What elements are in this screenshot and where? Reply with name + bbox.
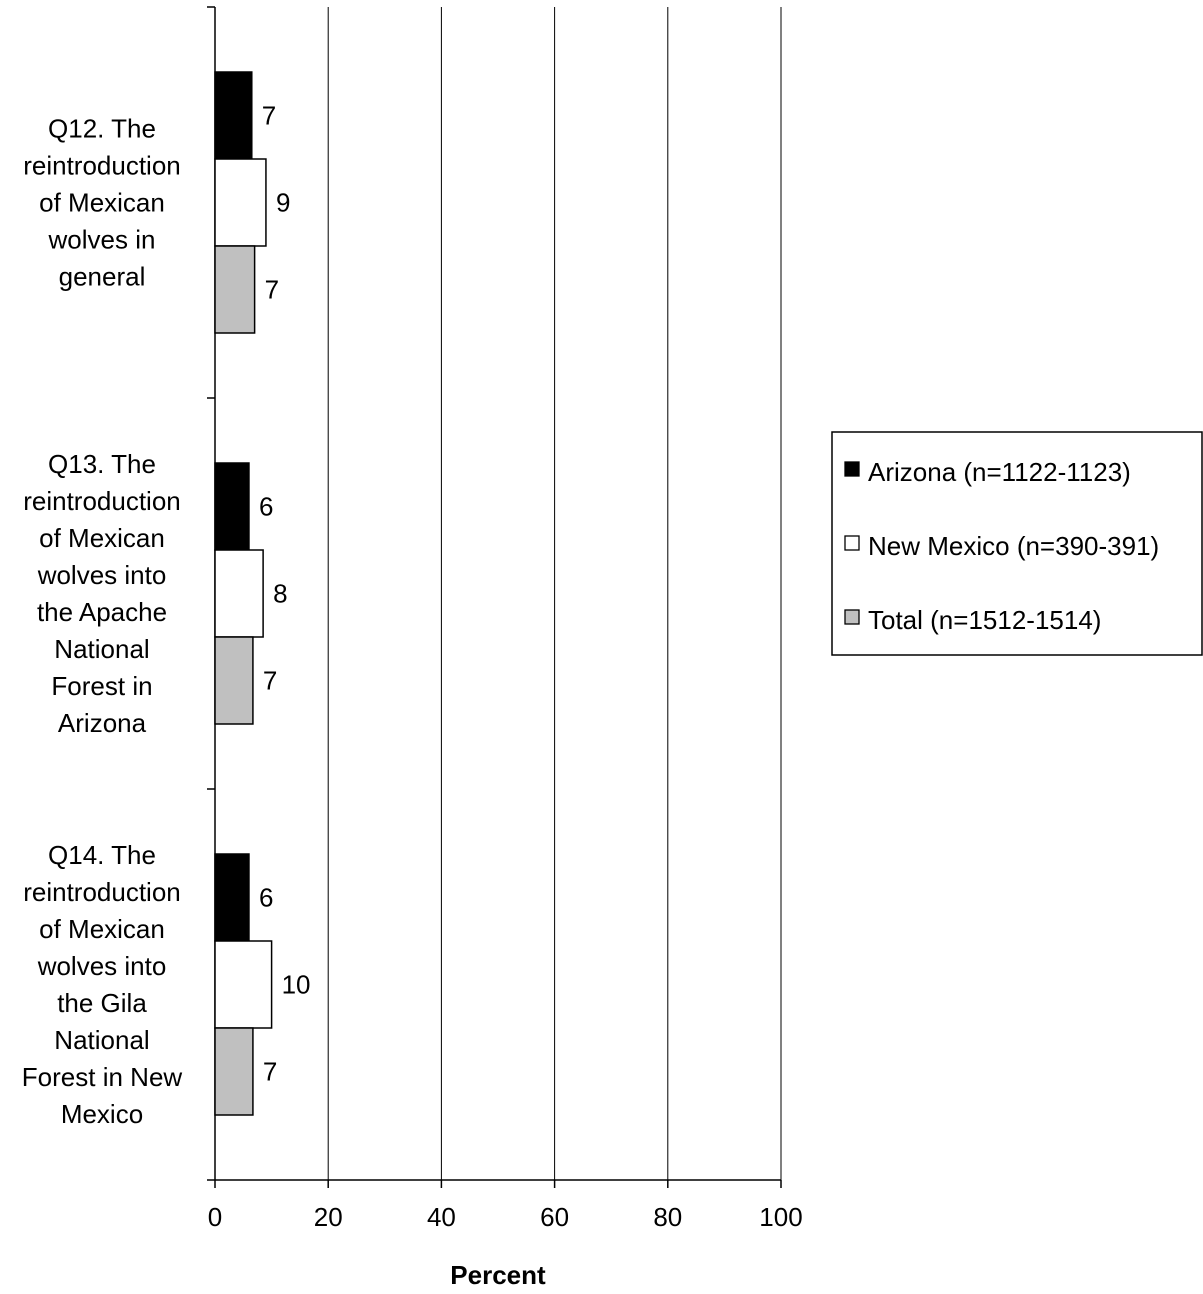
category-label-line: of Mexican bbox=[39, 523, 165, 553]
data-label: 6 bbox=[259, 883, 273, 913]
data-label: 7 bbox=[265, 275, 279, 305]
data-label: 10 bbox=[282, 970, 311, 1000]
category-label: Q12. The reintroduction of Mexican wolves i… bbox=[23, 114, 181, 292]
category-label-line: the Gila bbox=[57, 988, 147, 1018]
gridlines bbox=[327, 7, 782, 1180]
data-label: 7 bbox=[263, 1057, 277, 1087]
category-label-line: Forest in bbox=[51, 671, 152, 701]
x-tick-label: 40 bbox=[427, 1202, 456, 1232]
bar bbox=[214, 71, 253, 160]
legend: Arizona (n=1122-1123) New Mexico (n=390-3… bbox=[831, 431, 1203, 656]
legend-box bbox=[831, 431, 1203, 656]
category-label-line: Q12. The bbox=[48, 114, 156, 144]
data-label: 8 bbox=[273, 579, 287, 609]
category-label-line: Arizona bbox=[58, 708, 147, 738]
x-tick-label: 0 bbox=[208, 1202, 222, 1232]
category-label-line: reintroduction bbox=[23, 877, 181, 907]
category-label-line: National bbox=[54, 1025, 149, 1055]
legend-swatch bbox=[844, 535, 860, 551]
category-label-line: Q13. The bbox=[48, 449, 156, 479]
bar bbox=[214, 853, 250, 942]
x-tick-label: 20 bbox=[314, 1202, 343, 1232]
category-label-line: general bbox=[59, 262, 146, 292]
x-tick-label: 80 bbox=[653, 1202, 682, 1232]
category-label-line: reintroduction bbox=[23, 486, 181, 516]
bar bbox=[214, 245, 256, 334]
bar bbox=[214, 1027, 254, 1116]
bar bbox=[214, 940, 273, 1029]
category-label-line: of Mexican bbox=[39, 188, 165, 218]
x-tick-label: 60 bbox=[540, 1202, 569, 1232]
category-label-line: the Apache bbox=[37, 597, 167, 627]
x-tick-label: 100 bbox=[759, 1202, 802, 1232]
category-label-line: of Mexican bbox=[39, 914, 165, 944]
legend-label: Arizona (n=1122-1123) bbox=[868, 457, 1131, 487]
category-label-line: National bbox=[54, 634, 149, 664]
category-label-line: Q14. The bbox=[48, 840, 156, 870]
data-label: 6 bbox=[259, 492, 273, 522]
legend-label: Total (n=1512-1514) bbox=[868, 605, 1101, 635]
data-label: 9 bbox=[276, 188, 290, 218]
category-label-line: reintroduction bbox=[23, 151, 181, 181]
bar bbox=[214, 462, 250, 551]
category-label-line: Mexico bbox=[61, 1099, 143, 1129]
category-label-line: wolves into bbox=[37, 951, 167, 981]
bar bbox=[214, 158, 267, 247]
data-label: 7 bbox=[263, 666, 277, 696]
bar bbox=[214, 549, 264, 638]
bar bbox=[214, 636, 254, 725]
category-label: Q14. The reintroduction of Mexican wolves i… bbox=[22, 840, 183, 1129]
axes bbox=[207, 6, 782, 1188]
x-axis-title: Percent bbox=[450, 1260, 546, 1289]
bars bbox=[214, 71, 273, 1116]
category-label-line: Forest in New bbox=[22, 1062, 183, 1092]
legend-label: New Mexico (n=390-391) bbox=[868, 531, 1159, 561]
data-label: 7 bbox=[262, 101, 276, 131]
category-label-line: wolves into bbox=[37, 560, 167, 590]
legend-swatch bbox=[844, 609, 860, 625]
category-label-line: wolves in bbox=[48, 225, 156, 255]
labels: 0 20 40 60 80 100 7 9 7 Q12. The reintroduction of … bbox=[22, 101, 803, 1233]
legend-swatch bbox=[844, 461, 860, 477]
category-label: Q13. The reintroduction of Mexican wolves i… bbox=[23, 449, 181, 738]
